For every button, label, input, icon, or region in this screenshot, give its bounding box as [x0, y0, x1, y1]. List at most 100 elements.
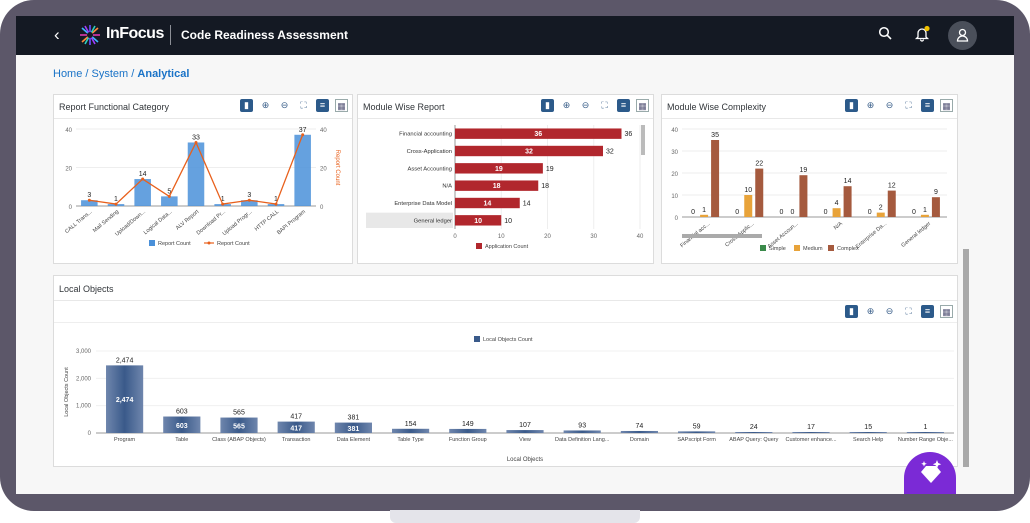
bar — [81, 200, 98, 206]
data-label: 0 — [735, 209, 739, 216]
y2-axis-label: Report Count — [334, 150, 340, 186]
legend-toggle-icon[interactable]: ▮ — [240, 99, 253, 112]
legend-toggle-icon[interactable]: ▮ — [845, 99, 858, 112]
bell-icon[interactable] — [914, 25, 931, 42]
fullscreen-icon[interactable]: ⛶ — [905, 306, 912, 316]
table-view-icon[interactable]: ▦ — [940, 99, 953, 112]
table-view-icon[interactable]: ▦ — [636, 99, 649, 112]
search-icon[interactable] — [878, 26, 892, 40]
x-tick-label: Transaction — [282, 437, 311, 443]
x-tick-label: 10 — [498, 234, 505, 240]
breadcrumb-system[interactable]: System — [91, 68, 129, 80]
y-tick-label: 20 — [65, 167, 72, 173]
data-label: 74 — [636, 423, 644, 430]
data-label: 5 — [167, 188, 171, 195]
fullscreen-icon[interactable]: ⛶ — [905, 100, 912, 110]
data-label: 1 — [923, 207, 927, 214]
local-objects-toolbar-row: ▮ ⊕ ⊖ ⛶ ≡ ▦ — [54, 301, 957, 323]
data-label: 10 — [504, 218, 512, 225]
chart-view-icon[interactable]: ≡ — [921, 305, 934, 318]
bar — [277, 421, 315, 433]
chart-view-icon[interactable]: ≡ — [921, 99, 934, 112]
zoom-in-icon[interactable]: ⊕ — [261, 100, 270, 110]
bar — [620, 430, 658, 433]
avatar[interactable] — [948, 21, 977, 50]
chart-scrollbar — [682, 234, 762, 238]
data-label: 1 — [114, 196, 118, 203]
zoom-out-icon[interactable]: ⊖ — [581, 100, 590, 110]
zoom-out-icon[interactable]: ⊖ — [885, 100, 894, 110]
data-label: 9 — [934, 189, 938, 196]
breadcrumb-analytical: Analytical — [137, 68, 190, 80]
bar — [134, 179, 151, 206]
legend-toggle-icon[interactable]: ▮ — [845, 305, 858, 318]
bar — [455, 180, 539, 191]
y-tick-label: 1,000 — [76, 404, 92, 410]
zoom-in-icon[interactable]: ⊕ — [866, 100, 875, 110]
bar — [241, 200, 258, 206]
chart-view-icon[interactable]: ≡ — [316, 99, 329, 112]
y2-tick-label: 40 — [320, 128, 327, 134]
y-tick-label: 30 — [671, 150, 678, 156]
user-icon — [956, 28, 969, 42]
card-title: Module Wise Complexity — [667, 102, 767, 112]
data-label: 2,474 — [116, 357, 134, 364]
bar — [711, 140, 720, 217]
local-objects-chart: 0 1,000 2,000 3,000 Local Objects Count Local… — [64, 336, 954, 463]
bar — [161, 196, 178, 206]
y-tick-label: Asset Accounting — [408, 166, 452, 172]
zoom-out-icon[interactable]: ⊖ — [885, 306, 894, 316]
fullscreen-icon[interactable]: ⛶ — [300, 100, 307, 110]
x-tick-label: N/A — [833, 221, 844, 232]
legend-label: Complex — [837, 246, 859, 252]
x-tick-label: BAPI Program — [276, 209, 307, 236]
chart-view-icon[interactable]: ≡ — [617, 99, 630, 112]
data-label: 32 — [606, 149, 614, 156]
y-tick-label: Enterprise Data Model — [394, 201, 452, 207]
data-label: 149 — [462, 421, 474, 428]
data-label-inside: 10 — [474, 218, 482, 225]
card-title: Module Wise Report — [363, 102, 445, 112]
data-label: 37 — [299, 127, 307, 134]
bar — [449, 428, 487, 433]
legend-swatch — [760, 245, 766, 251]
legend-swatch — [828, 245, 834, 251]
x-tick-label: Data Element — [337, 437, 371, 443]
chart-toolbar: ▮ ⊕ ⊖ ⛶ ≡ ▦ — [845, 99, 953, 112]
bar — [799, 175, 808, 217]
table-view-icon[interactable]: ▦ — [335, 99, 348, 112]
data-label-inside: 417 — [290, 425, 302, 432]
bar — [906, 432, 944, 433]
x-tick-label: 40 — [637, 234, 644, 240]
device-stand — [390, 510, 640, 523]
x-tick-label: ABAP Query: Query — [729, 437, 778, 443]
legend-toggle-icon[interactable]: ▮ — [541, 99, 554, 112]
legend-swatch — [474, 336, 480, 342]
assistant-button[interactable] — [904, 452, 956, 494]
data-label: 59 — [693, 423, 701, 430]
bar — [678, 431, 716, 433]
bar — [455, 197, 520, 209]
brand-name: InFocus — [106, 25, 164, 42]
y-tick-label: 3,000 — [76, 349, 92, 355]
data-label: 93 — [578, 422, 586, 429]
bar — [220, 417, 258, 433]
bar — [843, 186, 852, 217]
x-tick-label: Number Range Obje... — [898, 437, 953, 443]
zoom-out-icon[interactable]: ⊖ — [280, 100, 289, 110]
zoom-in-icon[interactable]: ⊕ — [562, 100, 571, 110]
zoom-in-icon[interactable]: ⊕ — [866, 306, 875, 316]
page-scrollbar[interactable] — [963, 249, 969, 467]
legend-label: Local Objects Count — [483, 337, 533, 343]
table-view-icon[interactable]: ▦ — [940, 305, 953, 318]
chevron-left-icon[interactable]: ‹ — [54, 25, 60, 44]
data-label: 1 — [702, 207, 706, 214]
bar — [455, 145, 603, 157]
data-label: 2 — [879, 205, 883, 212]
breadcrumb-home[interactable]: Home — [53, 68, 83, 80]
data-label: 12 — [888, 183, 896, 190]
fullscreen-icon[interactable]: ⛶ — [601, 100, 608, 110]
bar — [334, 422, 372, 433]
data-label: 3 — [87, 192, 91, 199]
chart-toolbar: ▮ ⊕ ⊖ ⛶ ≡ ▦ — [541, 99, 649, 112]
